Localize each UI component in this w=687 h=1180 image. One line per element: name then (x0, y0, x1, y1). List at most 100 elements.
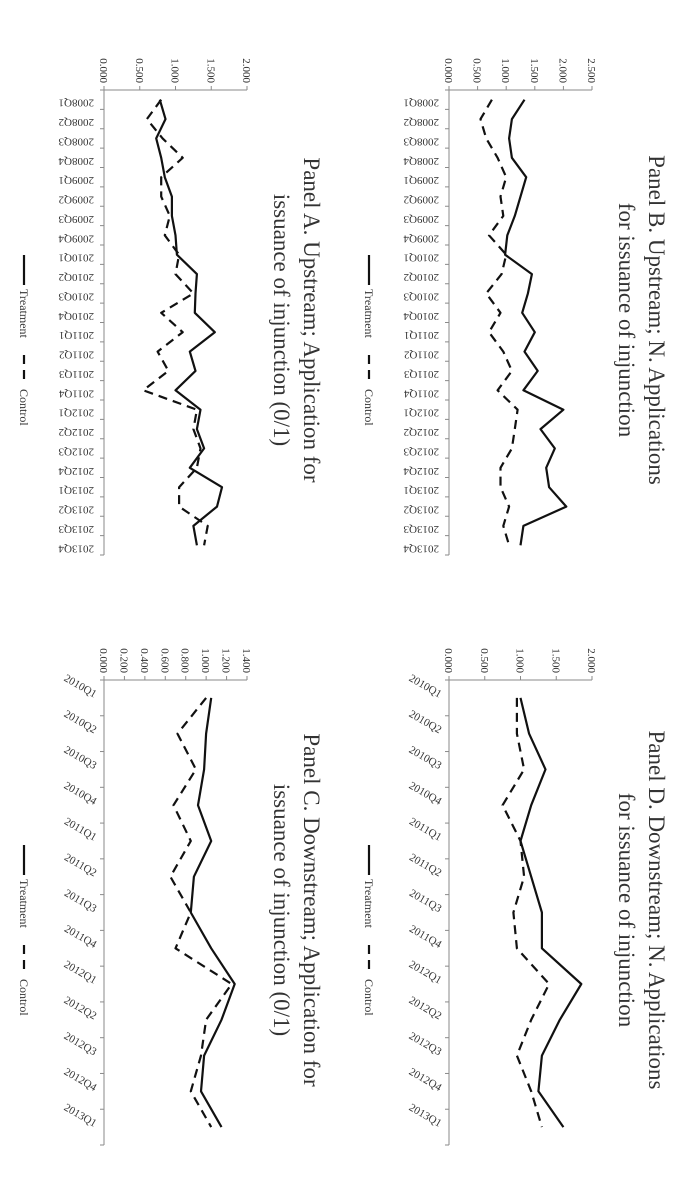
y-tick-label: 1.400 (240, 648, 252, 673)
x-tick-label: 2011Q3 (62, 887, 99, 915)
x-tick-label: 2012Q4 (407, 1066, 444, 1094)
y-tick-label: 2.000 (240, 58, 252, 83)
x-tick-label: 2008Q3 (403, 135, 439, 147)
x-tick-label: 2010Q3 (58, 290, 94, 302)
series-line-control (142, 99, 209, 546)
panel-title: Panel A. Upstream; Application for (299, 157, 324, 482)
x-tick-label: 2012Q1 (407, 959, 444, 987)
panel-title: Panel D. Downstream; N. Applications (644, 730, 669, 1089)
x-tick-label: 2012Q3 (58, 445, 94, 457)
x-tick-label: 2013Q1 (407, 1102, 444, 1130)
x-tick-label: 2011Q4 (407, 923, 444, 951)
series-line-control (501, 697, 551, 1128)
y-tick-label: 1.000 (499, 58, 511, 83)
x-tick-label: 2012Q2 (62, 994, 99, 1022)
y-tick-label: 0.400 (138, 648, 150, 673)
panel-a: Panel A. Upstream; Application forissuan… (17, 58, 324, 556)
x-tick-label: 2012Q1 (59, 407, 94, 419)
rotated-figure: Panel A. Upstream; Application forissuan… (17, 58, 669, 1146)
y-tick-label: 2.500 (585, 58, 597, 83)
x-tick-label: 2011Q3 (58, 368, 94, 380)
x-tick-label: 2013Q4 (58, 542, 94, 554)
y-tick-label: 1.000 (199, 648, 211, 673)
series-line-treatment (189, 697, 236, 1128)
x-tick-label: 2008Q2 (59, 116, 94, 128)
y-tick-label: 0.200 (117, 648, 129, 673)
x-tick-label: 2010Q2 (62, 708, 99, 736)
legend-label-control: Control (17, 389, 31, 426)
legend-label-control: Control (17, 979, 31, 1016)
series-line-control (169, 697, 233, 1128)
x-tick-label: 2013Q1 (59, 484, 94, 496)
y-tick-label: 1.500 (549, 648, 561, 673)
x-tick-label: 2012Q2 (404, 426, 439, 438)
panel-title: issuance of injunction (0/1) (269, 784, 294, 1036)
y-tick-label: 0.500 (133, 58, 145, 83)
x-tick-label: 2010Q3 (62, 744, 99, 772)
y-tick-label: 2.000 (556, 58, 568, 83)
x-tick-label: 2012Q2 (59, 426, 94, 438)
x-tick-label: 2011Q2 (59, 349, 94, 361)
y-tick-label: 0.800 (179, 648, 191, 673)
y-tick-label: 0.600 (158, 648, 170, 673)
x-tick-label: 2011Q3 (403, 368, 439, 380)
x-tick-label: 2010Q4 (403, 310, 439, 322)
x-tick-label: 2012Q2 (407, 994, 444, 1022)
x-tick-label: 2008Q1 (404, 97, 439, 109)
x-tick-label: 2010Q2 (59, 271, 94, 283)
x-tick-label: 2009Q1 (59, 174, 94, 186)
y-tick-label: 0.000 (442, 648, 454, 673)
x-tick-label: 2010Q4 (58, 310, 94, 322)
x-tick-label: 2010Q3 (407, 744, 444, 772)
x-tick-label: 2009Q4 (403, 232, 439, 244)
panel-title: Panel B. Upstream; N. Applications (644, 155, 669, 485)
x-tick-label: 2011Q4 (62, 923, 99, 951)
x-tick-label: 2009Q4 (58, 232, 94, 244)
x-tick-label: 2008Q4 (58, 155, 94, 167)
x-tick-label: 2008Q4 (403, 155, 439, 167)
x-tick-label: 2013Q3 (58, 523, 94, 535)
x-tick-label: 2012Q3 (62, 1030, 99, 1058)
x-tick-label: 2009Q3 (403, 213, 439, 225)
x-tick-label: 2009Q2 (59, 194, 94, 206)
panel-c: Panel C. Downstream; Application forissu… (17, 648, 324, 1146)
x-tick-label: 2011Q1 (59, 329, 94, 341)
x-tick-label: 2013Q2 (59, 504, 94, 516)
y-tick-label: 1.000 (169, 58, 181, 83)
x-tick-label: 2012Q4 (58, 465, 94, 477)
legend-label-control: Control (362, 979, 376, 1016)
y-tick-label: 0.000 (97, 58, 109, 83)
x-tick-label: 2010Q1 (62, 672, 99, 700)
panel-title: issuance of injunction (0/1) (269, 194, 294, 446)
panel-d: Panel D. Downstream; N. Applicationsfor … (362, 648, 669, 1146)
x-tick-label: 2012Q1 (404, 407, 439, 419)
x-tick-label: 2010Q2 (404, 271, 439, 283)
x-tick-label: 2010Q3 (403, 290, 439, 302)
x-tick-label: 2012Q4 (403, 465, 439, 477)
x-tick-label: 2010Q1 (404, 252, 439, 264)
x-tick-label: 2011Q3 (407, 887, 444, 915)
x-tick-label: 2008Q2 (404, 116, 439, 128)
y-tick-label: 1.500 (528, 58, 540, 83)
legend-label-control: Control (362, 389, 376, 426)
y-tick-label: 2.000 (585, 648, 597, 673)
legend-label-treatment: Treatment (362, 879, 376, 929)
series-line-treatment (519, 697, 583, 1128)
x-tick-label: 2011Q1 (62, 816, 98, 844)
x-tick-label: 2012Q3 (407, 1030, 444, 1058)
series-line-treatment (504, 99, 568, 546)
x-tick-label: 2010Q2 (407, 708, 444, 736)
y-tick-label: 0.500 (478, 648, 490, 673)
x-tick-label: 2011Q1 (404, 329, 439, 341)
x-tick-label: 2008Q1 (59, 97, 94, 109)
legend-label-treatment: Treatment (362, 289, 376, 339)
series-line-treatment (155, 99, 224, 546)
legend-label-treatment: Treatment (17, 289, 31, 339)
series-line-control (479, 99, 519, 546)
x-tick-label: 2011Q1 (407, 816, 443, 844)
x-tick-label: 2011Q4 (58, 387, 94, 399)
y-tick-label: 1.000 (514, 648, 526, 673)
x-tick-label: 2010Q4 (62, 780, 99, 808)
